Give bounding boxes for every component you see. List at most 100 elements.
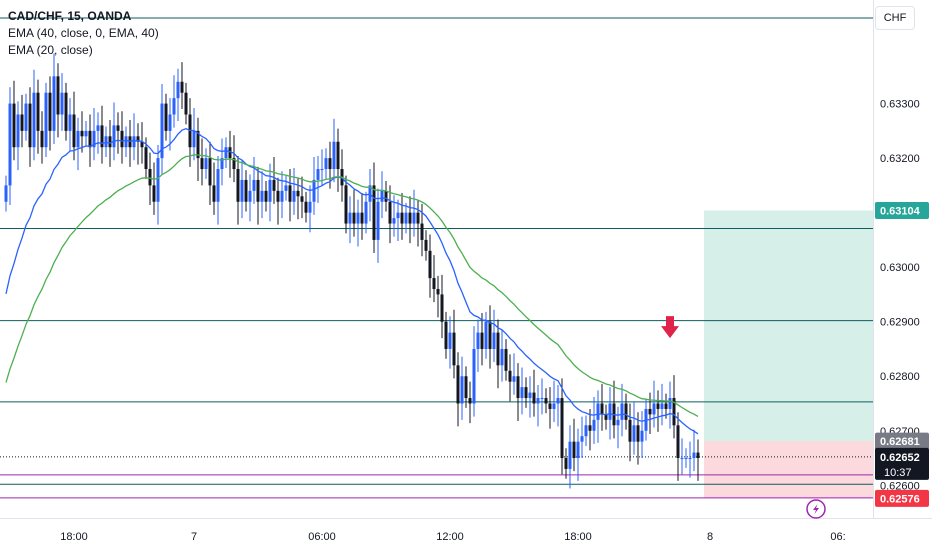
candle-21 (88, 130, 92, 148)
candle-10 (44, 92, 48, 148)
candle-129 (520, 387, 524, 399)
candle-68 (276, 190, 280, 202)
candle-112 (452, 332, 456, 366)
candle-0 (4, 185, 8, 202)
candle-118 (476, 332, 480, 349)
candle-165 (664, 403, 668, 409)
candle-15 (64, 92, 68, 131)
candle-123 (496, 332, 500, 366)
candle-128 (516, 376, 520, 399)
candlesticks (4, 53, 700, 489)
candle-20 (84, 130, 88, 137)
candle-6 (28, 103, 32, 148)
candle-117 (472, 348, 476, 404)
candle-138 (556, 398, 560, 404)
candle-151 (608, 403, 612, 420)
candle-99 (400, 212, 404, 224)
candle-86 (348, 212, 352, 224)
candle-82 (332, 141, 336, 170)
currency-button[interactable]: CHF (875, 6, 915, 30)
candle-45 (184, 92, 188, 115)
time-tick-label: 8 (707, 531, 713, 543)
countdown-label: 10:37 (884, 467, 912, 479)
candle-5 (24, 103, 28, 131)
candle-140 (564, 458, 568, 469)
candle-72 (292, 190, 296, 202)
legend-ema-20: EMA (20, close) (8, 43, 93, 57)
candle-78 (316, 169, 320, 180)
candle-97 (392, 218, 396, 224)
candle-173 (696, 452, 700, 459)
candle-142 (572, 441, 576, 459)
candle-124 (500, 348, 504, 366)
candle-49 (200, 158, 204, 170)
candle-170 (684, 458, 688, 460)
candle-1 (8, 103, 12, 186)
candle-14 (60, 92, 64, 115)
ema-lines (5, 127, 699, 435)
candle-88 (356, 212, 360, 224)
candle-43 (176, 81, 180, 99)
entry-price-badge (875, 432, 929, 450)
candle-107 (432, 278, 436, 289)
candle-167 (672, 398, 676, 426)
candle-95 (384, 190, 388, 202)
candle-119 (480, 332, 484, 349)
target-zone (704, 210, 873, 442)
candle-162 (652, 403, 656, 415)
current-price-label: 0.62652 (880, 452, 920, 464)
candle-105 (424, 239, 428, 251)
candle-76 (308, 201, 312, 213)
replay-icon[interactable] (806, 499, 826, 519)
price-tick-label: 0.62900 (880, 317, 920, 329)
entry-price-badge-label: 0.62681 (880, 436, 920, 448)
candle-171 (688, 458, 692, 460)
candle-89 (360, 212, 364, 224)
candle-92 (372, 185, 376, 240)
candle-159 (640, 430, 644, 442)
candle-40 (164, 103, 168, 131)
candle-27 (112, 125, 116, 148)
candle-85 (344, 185, 348, 224)
candle-120 (484, 321, 488, 349)
candle-22 (92, 130, 96, 148)
candle-87 (352, 212, 356, 224)
legend-symbol: CAD/CHF, 15, OANDA (8, 9, 132, 23)
candle-28 (116, 125, 120, 131)
candle-172 (692, 452, 696, 459)
target-price-badge (875, 201, 929, 219)
candle-101 (408, 212, 412, 224)
candle-25 (104, 136, 108, 148)
stop-price-badge-label: 0.62576 (880, 493, 920, 505)
candle-74 (300, 196, 304, 202)
candle-139 (560, 398, 564, 459)
candle-103 (416, 212, 420, 224)
candle-62 (252, 179, 256, 191)
candle-158 (636, 425, 640, 442)
candle-102 (412, 212, 416, 224)
candle-69 (280, 190, 284, 202)
candle-51 (208, 158, 212, 186)
candle-131 (528, 392, 532, 399)
candle-39 (160, 103, 164, 159)
down-arrow-icon-0 (661, 316, 679, 339)
legend-ema-40: EMA (40, close, 0, EMA, 40) (8, 26, 159, 40)
candle-52 (212, 185, 216, 202)
candle-34 (140, 141, 144, 148)
candle-18 (76, 130, 80, 148)
price-tick-label: 0.63300 (880, 99, 920, 111)
candle-59 (240, 179, 244, 202)
candle-141 (568, 441, 572, 469)
candle-32 (132, 136, 136, 148)
candle-24 (100, 125, 104, 148)
stop-price-badge (875, 489, 929, 507)
candle-168 (676, 425, 680, 459)
candle-56 (228, 147, 232, 159)
candle-93 (376, 201, 380, 240)
candle-122 (492, 332, 496, 349)
position-zones (704, 210, 873, 499)
price-tick-label: 0.63000 (880, 262, 920, 274)
candle-137 (552, 403, 556, 409)
candle-161 (648, 408, 652, 415)
